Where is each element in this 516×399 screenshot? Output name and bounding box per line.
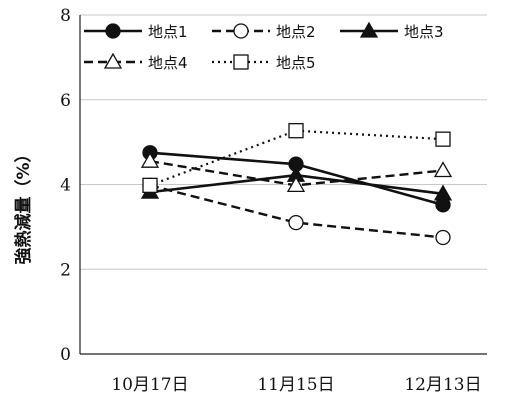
legend-item-1: 地点1 (84, 23, 188, 41)
series-4 (140, 151, 453, 192)
series-2-line (149, 184, 444, 239)
legend-swatch-marker-2 (233, 23, 249, 39)
legend-item-4: 地点4 (84, 52, 188, 72)
x-tick-label-1: 10月17日 (111, 375, 188, 395)
series-2-point-2 (288, 214, 304, 231)
legend-label-1: 地点1 (148, 23, 188, 41)
series-4-point-1 (140, 151, 160, 168)
y-tick-label-2: 2 (60, 260, 71, 280)
legend-swatch-marker-3 (359, 21, 379, 38)
series-5-point-1 (142, 177, 158, 193)
y-tick-label-4: 4 (60, 176, 71, 196)
axes: 0 2 4 6 8 10月17日 11月15日 12月13日 (60, 6, 487, 395)
series-2-point-3 (435, 229, 451, 246)
series-3-point-3 (433, 184, 453, 201)
y-tick-label-0: 0 (60, 345, 71, 365)
legend-swatch-marker-1 (105, 23, 121, 39)
legend: 地点1 地点2 地点3 地点4 地点5 (84, 21, 444, 72)
legend-swatch-marker-4 (103, 52, 123, 69)
legend-label-5: 地点5 (276, 54, 316, 72)
series-5-point-2 (288, 123, 304, 139)
x-tick-label-3: 12月13日 (404, 375, 481, 395)
series-5-point-3 (435, 131, 451, 147)
y-tick-label-8: 8 (60, 6, 71, 26)
series-4-point-2 (286, 176, 306, 192)
legend-label-3: 地点3 (404, 23, 444, 41)
series-4-point-3 (433, 161, 453, 178)
y-axis-label: 強熱減量（%） (13, 145, 34, 264)
x-tick-label-2: 11月15日 (257, 375, 334, 395)
legend-label-2: 地点2 (276, 23, 316, 41)
legend-item-2: 地点2 (212, 23, 316, 41)
y-tick-label-6: 6 (60, 91, 71, 111)
legend-item-3: 地点3 (340, 21, 444, 41)
legend-label-4: 地点4 (148, 54, 188, 72)
series-5 (142, 123, 451, 193)
legend-swatch-marker-5 (233, 54, 249, 70)
series (140, 123, 453, 246)
legend-item-5: 地点5 (212, 54, 316, 72)
